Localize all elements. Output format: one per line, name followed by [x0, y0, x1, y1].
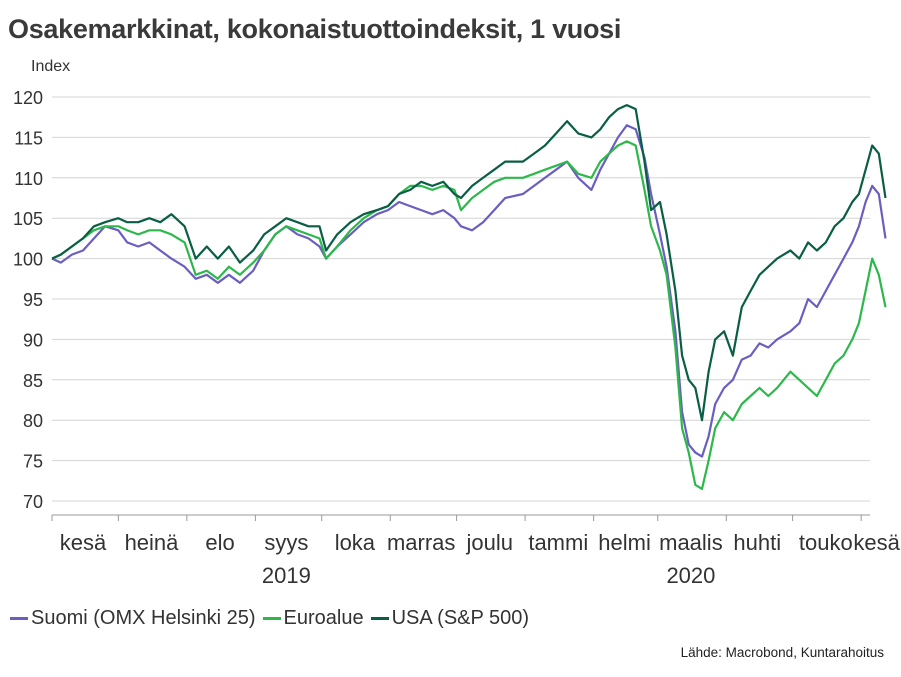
- y-tick-label: 115: [14, 128, 43, 148]
- axes: [51, 514, 870, 521]
- legend-item-usa: USA (S&P 500): [370, 607, 530, 630]
- y-tick-label: 105: [13, 209, 43, 229]
- y-tick-label: 120: [13, 88, 43, 108]
- x-tick-label: marras: [387, 530, 455, 555]
- grid-lines: [52, 96, 870, 502]
- x-tick-label: touko: [799, 530, 853, 555]
- x-year-label: 2019: [262, 563, 311, 588]
- legend-label: USA (S&P 500): [391, 607, 530, 629]
- legend-item-euroalue: Euroalue: [262, 607, 364, 630]
- legend-swatch: [10, 617, 28, 620]
- legend-swatch: [370, 617, 389, 620]
- source-note: Lähde: Macrobond, Kuntarahoitus: [680, 645, 884, 660]
- series-line-euroalue: [51, 140, 887, 490]
- x-tick-label: huhti: [733, 530, 781, 555]
- y-axis-label: Index: [31, 58, 71, 75]
- series-line-suomi: [51, 124, 887, 458]
- legend-label: Euroalue: [283, 607, 364, 629]
- x-tick-label: kesä: [60, 530, 107, 555]
- chart-title: Osakemarkkinat, kokonaistuottoindeksit, …: [8, 14, 622, 44]
- legend: Suomi (OMX Helsinki 25) Euroalue USA (S&P …: [10, 607, 536, 630]
- y-tick-label: 100: [13, 250, 43, 270]
- series-lines: [51, 103, 887, 490]
- y-tick-label: 85: [23, 371, 43, 391]
- x-tick-label: loka: [335, 530, 376, 555]
- x-tick-label: joulu: [465, 530, 512, 555]
- legend-swatch: [262, 617, 281, 620]
- legend-label: Suomi (OMX Helsinki 25): [31, 607, 256, 629]
- y-tick-label: 110: [14, 169, 43, 189]
- x-tick-label: elo: [205, 530, 234, 555]
- x-tick-label: syys: [264, 530, 308, 555]
- y-tick-label: 90: [23, 330, 43, 350]
- legend-item-suomi: Suomi (OMX Helsinki 25): [10, 607, 256, 630]
- x-year-label: 2020: [666, 563, 715, 588]
- x-tick-label: heinä: [125, 530, 180, 555]
- x-tick-label: kesä: [853, 530, 900, 555]
- x-tick-label: tammi: [528, 530, 588, 555]
- y-tick-label: 95: [23, 290, 43, 310]
- x-tick-label: helmi: [598, 530, 651, 555]
- x-tick-labels: kesä heinä elo syys loka marras joulu tammi helm…: [60, 530, 901, 588]
- x-tick-label: maalis: [659, 530, 723, 555]
- y-tick-label: 80: [23, 411, 43, 431]
- y-tick-labels: 70 75 80 85 90 95 100 105 110 115 120: [13, 88, 43, 512]
- y-tick-label: 70: [23, 492, 43, 512]
- y-tick-label: 75: [23, 452, 43, 472]
- series-line-usa: [51, 103, 887, 422]
- line-chart: 70 75 80 85 90 95 100 105 110 115 120 kesä heinä elo…: [13, 88, 901, 588]
